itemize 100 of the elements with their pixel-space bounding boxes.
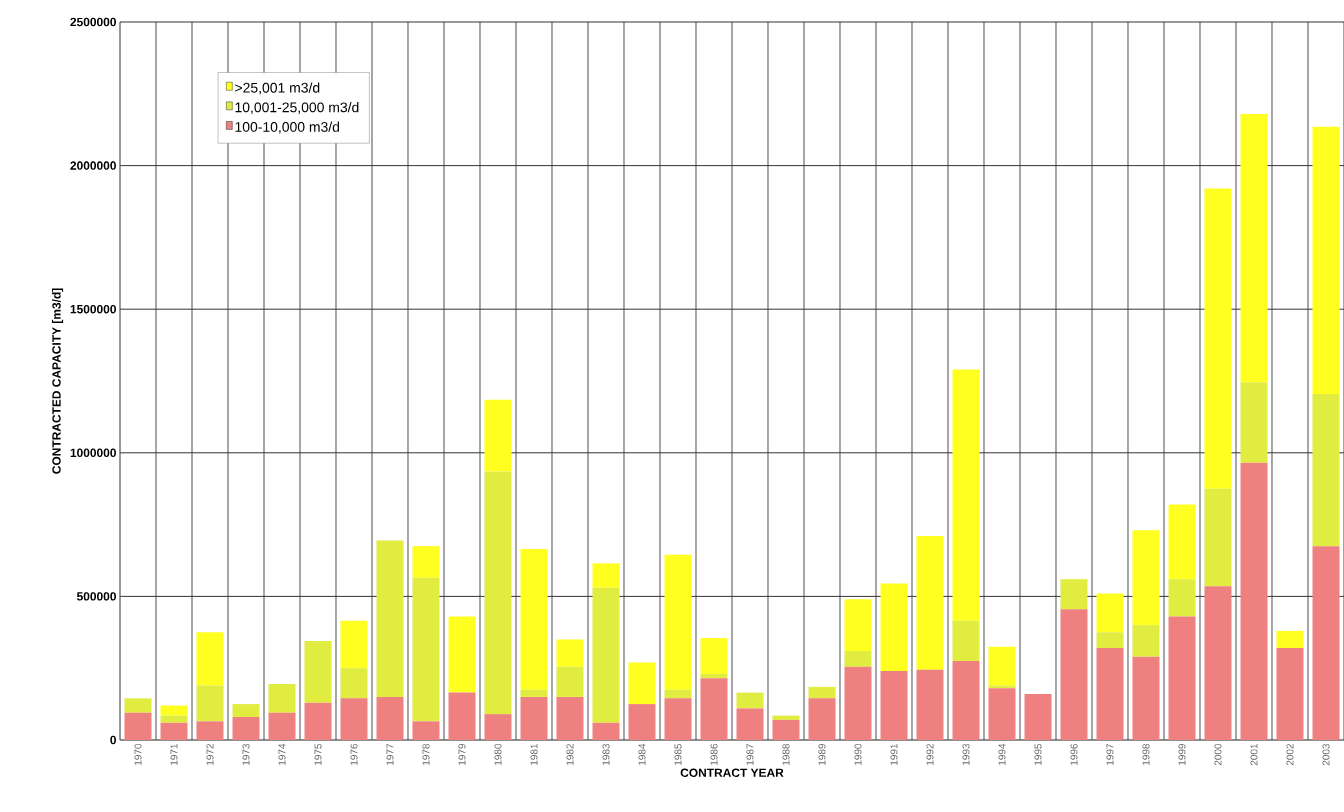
legend-label: 10,001-25,000 m3/d	[235, 102, 359, 114]
bar	[304, 640, 332, 703]
bar	[772, 715, 800, 720]
bar	[700, 673, 728, 679]
bar	[376, 540, 404, 697]
x-tick-label: 1998	[1142, 743, 1150, 765]
y-tick-label: 1500000	[70, 304, 116, 314]
bar	[952, 620, 980, 662]
bar	[592, 563, 620, 588]
x-tick-label: 1985	[674, 743, 682, 765]
x-axis-title: CONTRACT YEAR	[680, 768, 784, 777]
bar	[412, 546, 440, 578]
bar	[556, 639, 584, 667]
bar	[1276, 648, 1304, 740]
bar	[1096, 632, 1124, 649]
bar	[124, 698, 152, 713]
x-tick-label: 2000	[1214, 743, 1222, 766]
legend-label: >25,001 m3/d	[235, 82, 320, 95]
bar	[340, 698, 368, 740]
bar	[268, 684, 296, 713]
bar	[1204, 488, 1232, 587]
bar	[664, 689, 692, 699]
bar	[1096, 593, 1124, 633]
bar	[484, 471, 512, 715]
bar	[1312, 546, 1340, 740]
bar	[844, 666, 872, 740]
bar	[916, 669, 944, 740]
bar	[988, 685, 1016, 689]
bar	[1060, 579, 1088, 610]
bar	[844, 599, 872, 651]
bar	[1240, 382, 1268, 463]
bar	[196, 685, 224, 722]
x-tick-label: 1982	[566, 744, 574, 765]
bar	[1204, 188, 1232, 489]
x-tick-label: 1995	[1034, 743, 1042, 765]
x-tick-label: 1970	[134, 743, 142, 765]
legend-label: 100-10,000 m3/d	[235, 121, 340, 134]
bar	[592, 722, 620, 740]
bar	[808, 686, 836, 699]
y-tick-label: 2000000	[70, 161, 116, 170]
bar	[916, 536, 944, 670]
bar	[232, 717, 260, 740]
bar	[1132, 530, 1160, 626]
x-tick-label: 1990	[854, 743, 862, 765]
bar	[160, 722, 188, 740]
x-tick-label: 1996	[1070, 743, 1078, 765]
x-tick-label: 1993	[962, 743, 970, 765]
x-tick-label: 2001	[1250, 744, 1258, 766]
x-tick-label: 1971	[170, 744, 178, 765]
bar	[196, 721, 224, 740]
bar	[412, 577, 440, 722]
x-tick-label: 1988	[782, 743, 790, 765]
x-tick-label: 1997	[1106, 744, 1114, 765]
bar	[340, 668, 368, 699]
bar	[340, 620, 368, 669]
bar	[484, 399, 512, 472]
bar	[700, 638, 728, 674]
bar	[376, 696, 404, 740]
bar	[232, 704, 260, 718]
bar	[988, 688, 1016, 740]
bar	[484, 714, 512, 740]
bar	[124, 712, 152, 740]
x-tick-label: 1983	[602, 743, 610, 765]
bar	[556, 696, 584, 740]
bar	[736, 708, 764, 740]
bar	[664, 698, 692, 740]
bar	[952, 369, 980, 621]
x-tick-label: 2003	[1322, 743, 1330, 766]
bar	[880, 583, 908, 672]
bar	[412, 721, 440, 740]
bar	[1132, 656, 1160, 740]
bar	[448, 692, 476, 740]
y-axis-title: CONTRACTED CAPACITY [m3/d]	[51, 288, 64, 474]
bar	[808, 698, 836, 740]
bar	[196, 632, 224, 686]
bar	[1312, 126, 1340, 394]
x-tick-label: 1978	[422, 743, 430, 765]
bar	[880, 671, 908, 740]
bar	[1024, 694, 1052, 740]
bar	[772, 719, 800, 740]
bar	[1060, 609, 1088, 740]
bar	[628, 704, 656, 740]
x-tick-label: 1999	[1178, 743, 1186, 765]
x-tick-label: 1977	[386, 744, 394, 765]
x-tick-label: 1987	[746, 744, 754, 765]
bar	[1096, 648, 1124, 740]
x-tick-label: 1992	[926, 744, 934, 765]
bar	[1132, 625, 1160, 657]
bar	[160, 715, 188, 723]
x-tick-label: 1975	[314, 743, 322, 765]
bar	[664, 554, 692, 690]
bar	[520, 689, 548, 697]
y-tick-label: 500000	[76, 592, 116, 601]
bar	[1168, 504, 1196, 580]
bar	[592, 587, 620, 723]
x-tick-label: 1986	[710, 743, 718, 765]
x-tick-label: 1980	[494, 743, 502, 765]
x-tick-label: 1974	[278, 743, 286, 765]
bar	[952, 661, 980, 740]
bar	[520, 696, 548, 740]
